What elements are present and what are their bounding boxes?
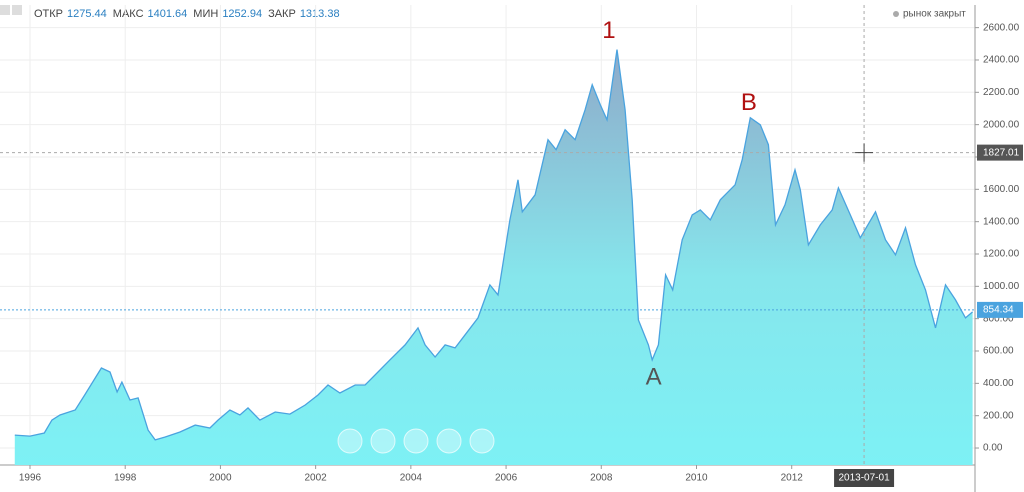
header-label: МАКС (113, 8, 144, 20)
x-tick-label: 2004 (400, 473, 423, 484)
header-value: 1252.94 (222, 8, 262, 20)
x-tick-label: 2012 (781, 473, 804, 484)
y-tick-label: 2000.00 (983, 119, 1020, 130)
x-tick-label: 2010 (685, 473, 708, 484)
crosshair-x-box (834, 469, 895, 487)
status-dot (893, 11, 899, 17)
cursor (855, 143, 874, 162)
x-tick-label: 2000 (209, 473, 232, 484)
y-tick-label: 600.00 (983, 346, 1014, 357)
icon[interactable] (12, 5, 22, 15)
y-tick-label: 200.00 (983, 410, 1014, 421)
y-tick-label: 1200.00 (983, 249, 1020, 260)
nav-button[interactable] (469, 428, 495, 454)
y-tick-label: 400.00 (983, 378, 1014, 389)
y-tick-label: 1600.00 (983, 184, 1020, 195)
area (14, 49, 973, 465)
annotation: 1 (602, 17, 615, 44)
crosshair-y-label: 1827.01 (983, 147, 1020, 158)
crosshair-x-label: 2013-07-01 (838, 473, 890, 484)
crosshair-y-box (977, 144, 1023, 161)
header-value: 1401.64 (148, 8, 188, 20)
status: рынок закрыт (903, 9, 966, 20)
x-tick-label: 1998 (114, 473, 137, 484)
x-tick-label: 2008 (590, 473, 613, 484)
x-tick-label: 2002 (305, 473, 328, 484)
annotation: B (741, 89, 757, 116)
annotation: A (646, 363, 662, 390)
y-tick-label: 2200.00 (983, 87, 1020, 98)
line (14, 49, 974, 441)
header-label: ОТКР (34, 8, 63, 20)
last-price-label: 854.34 (983, 305, 1014, 316)
y-tick-label: 800.00 (983, 313, 1014, 324)
nav-button[interactable] (403, 428, 429, 454)
x-tick-label: 1996 (19, 473, 42, 484)
y-tick-label: 0.00 (983, 443, 1003, 454)
last-price-box (977, 301, 1023, 318)
nav-button[interactable] (370, 428, 396, 454)
y-tick-label: 2600.00 (983, 22, 1020, 33)
header-value: 1275.44 (67, 8, 107, 20)
icon[interactable] (0, 5, 10, 15)
nav-button[interactable] (436, 428, 462, 454)
x-tick-label: 2006 (495, 473, 518, 484)
header-label: ЗАКР (268, 8, 296, 20)
header-value: 1313.38 (300, 8, 340, 20)
y-tick-label: 2400.00 (983, 55, 1020, 66)
header-label: МИН (193, 8, 218, 20)
y-tick-label: 1000.00 (983, 281, 1020, 292)
nav-button[interactable] (337, 428, 363, 454)
y-tick-label: 1400.00 (983, 216, 1020, 227)
